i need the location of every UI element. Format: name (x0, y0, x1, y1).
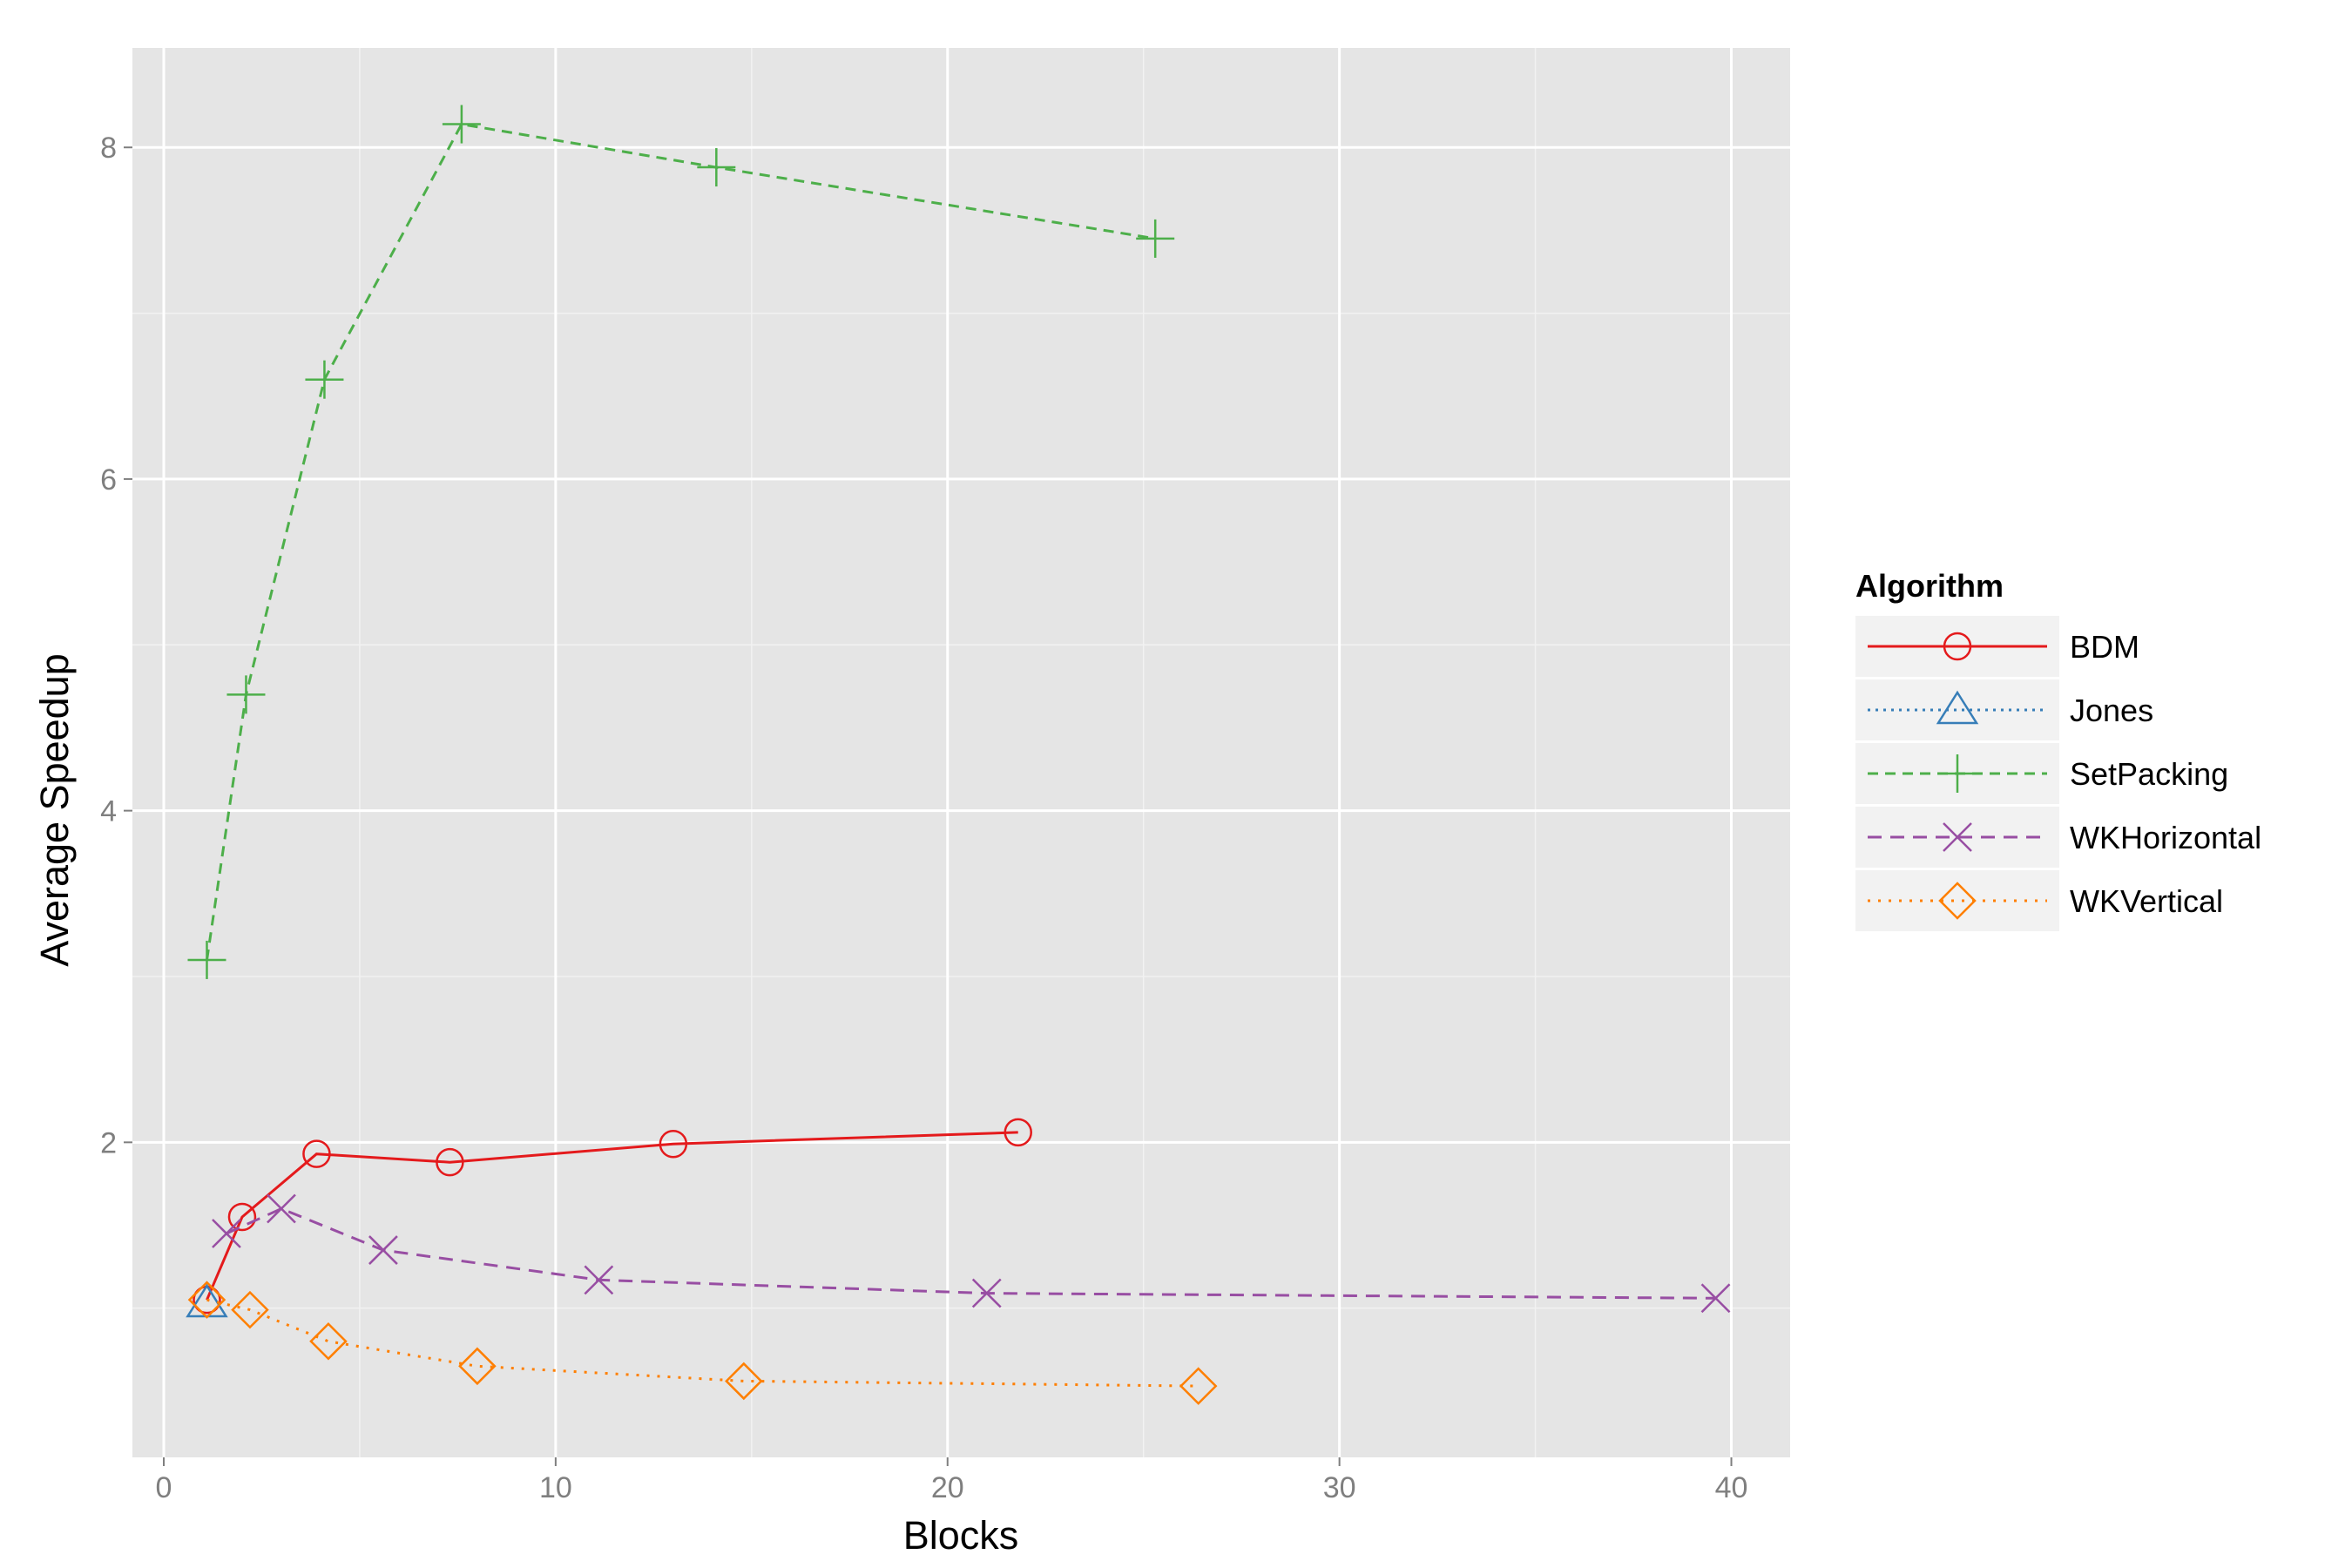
data-point-wkvertical (231, 1290, 269, 1329)
data-point-setpacking (187, 940, 226, 979)
legend-key-marker (1943, 822, 1972, 852)
axes: 0 10 20 30 40 2 4 6 8 (100, 132, 1747, 1504)
grid-lines (132, 48, 1790, 1457)
series-bdm (193, 1118, 1032, 1315)
series-setpacking (187, 105, 1175, 979)
legend-title: Algorithm (1855, 568, 2004, 604)
data-point-wkhorizontal (971, 1278, 1002, 1308)
series-line-bdm (206, 1131, 1018, 1301)
legend-key-marker (1943, 632, 1972, 661)
legend-label-wkvertical: WKVertical (2070, 883, 2223, 919)
legend-label-bdm: BDM (2070, 629, 2139, 665)
data-point-wkvertical (725, 1362, 763, 1401)
data-point-wkvertical (1179, 1367, 1218, 1405)
legend-key-background (1855, 870, 2059, 931)
legend-key-marker (1938, 882, 1977, 920)
y-tick-label: 8 (100, 132, 117, 165)
data-point-wkhorizontal (368, 1235, 398, 1265)
data-point-setpacking (1136, 219, 1175, 258)
data-point-setpacking (226, 675, 266, 714)
x-axis-title: Blocks (903, 1513, 1019, 1558)
x-tick-label: 10 (539, 1471, 572, 1504)
y-tick-label: 2 (100, 1126, 117, 1159)
legend-label-wkhorizontal: WKHorizontal (2070, 820, 2261, 855)
legend-key-background (1855, 679, 2059, 740)
data-point-bdm (436, 1147, 464, 1177)
data-point-wkvertical (458, 1347, 497, 1386)
data-point-bdm (227, 1202, 257, 1232)
y-axis-title: Average Speedup (32, 653, 77, 966)
data-point-setpacking (442, 105, 481, 144)
series-line-setpacking (206, 122, 1156, 961)
data-point-setpacking (305, 360, 344, 399)
legend-item-bdm: BDM (1855, 616, 2139, 677)
data-point-bdm (659, 1129, 688, 1159)
legend-key-marker (1938, 754, 1977, 793)
legend-item-wkhorizontal: WKHorizontal (1855, 807, 2261, 868)
series-wkhorizontal (212, 1193, 1731, 1314)
legend-item-jones: Jones (1855, 679, 2153, 740)
data-point-wkhorizontal (267, 1193, 296, 1224)
data-point-wkhorizontal (584, 1265, 614, 1295)
series-wkvertical (187, 1281, 1218, 1405)
data-point-wkhorizontal (212, 1219, 241, 1248)
x-tick-label: 20 (931, 1471, 964, 1504)
series-line-wkhorizontal (226, 1206, 1716, 1300)
legend-item-setpacking: SetPacking (1855, 743, 2228, 804)
x-tick-label: 40 (1715, 1471, 1748, 1504)
data-point-bdm (302, 1139, 331, 1168)
x-tick-label: 0 (156, 1471, 172, 1504)
data-point-setpacking (697, 148, 736, 187)
data-point-bdm (1004, 1118, 1032, 1147)
legend-item-wkvertical: WKVertical (1855, 870, 2223, 931)
panel-background (132, 48, 1790, 1457)
series-layer (186, 105, 1731, 1405)
data-point-wkvertical (309, 1321, 348, 1361)
legend-label-jones: Jones (2070, 693, 2153, 728)
data-point-wkvertical (187, 1281, 226, 1319)
y-tick-label: 4 (100, 795, 117, 828)
legend-label-setpacking: SetPacking (2070, 756, 2228, 792)
legend-key-marker (1936, 690, 1979, 725)
legend: Algorithm BDM Jones SetPacking WKHorizontal… (1855, 568, 2261, 931)
x-tick-label: 30 (1323, 1471, 1356, 1504)
data-point-wkhorizontal (1700, 1283, 1731, 1314)
y-tick-label: 6 (100, 463, 117, 497)
